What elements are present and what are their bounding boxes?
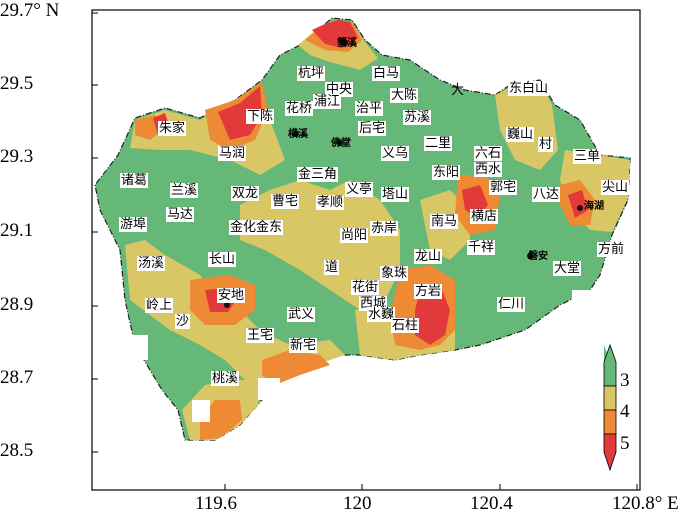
place-label: 浦江: [313, 94, 342, 109]
y-tick-28-9: 28.9: [0, 294, 34, 315]
place-label: 游埠: [119, 217, 148, 232]
place-label: 西水: [474, 162, 503, 177]
small-place-label: 磐安: [528, 251, 548, 262]
place-label: 道: [324, 260, 340, 275]
place-label: 郭宅: [489, 180, 518, 195]
place-label: 六石: [474, 146, 503, 161]
place-label: 诸葛: [120, 173, 149, 188]
place-label: 巍山: [506, 127, 535, 142]
place-label: 金三角: [297, 167, 339, 182]
place-label: 金化金东: [229, 220, 284, 235]
y-tick-29-5: 29.5: [0, 73, 34, 94]
y-tick-29-3: 29.3: [0, 146, 34, 167]
place-label: 中央: [325, 82, 354, 97]
place-label: 仁川: [497, 297, 526, 312]
place-label: 义亭: [345, 182, 374, 197]
plot-frame: [91, 9, 641, 491]
x-tick-120-8: 120.8° E: [612, 493, 679, 514]
place-label: 岭上: [145, 298, 174, 313]
legend-colorbar: [603, 343, 617, 472]
place-label: 塔山: [381, 187, 410, 202]
city-dots: [224, 40, 583, 308]
place-label: 水巍: [367, 307, 396, 322]
y-tick-28-5: 28.5: [0, 440, 34, 461]
place-label: 安地: [217, 288, 246, 303]
legend-label-5: 5: [620, 433, 630, 454]
place-label: 武义: [287, 307, 316, 322]
place-label: 杭坪: [297, 66, 326, 81]
place-label: 白马: [372, 66, 401, 81]
mask-patches: [128, 290, 602, 422]
place-label: 马润: [218, 146, 247, 161]
small-place-label: 海湖: [584, 201, 604, 212]
place-label: 三单: [573, 149, 602, 164]
y-tick-28-7: 28.7: [0, 367, 34, 388]
place-label: 南马: [430, 214, 459, 229]
small-place-label: 佛堂: [331, 138, 351, 149]
place-label: 东阳: [432, 165, 461, 180]
place-label: 下陈: [246, 109, 275, 124]
place-label: 龙山: [414, 249, 443, 264]
place-label: 孝顺: [316, 195, 345, 210]
small-place-label: 横溪: [288, 129, 308, 140]
place-label: 桃溪: [211, 371, 240, 386]
place-label: 沙: [175, 314, 191, 329]
x-tick-120-4: 120.4: [470, 493, 513, 514]
place-label: 八达: [532, 187, 561, 202]
place-label: 王宅: [246, 328, 275, 343]
place-label: 治平: [355, 101, 384, 116]
place-label: 赤岸: [370, 221, 399, 236]
place-label: 长山: [208, 252, 237, 267]
place-label: 新宅: [289, 338, 318, 353]
place-label: 曹宅: [271, 194, 300, 209]
place-label: 兰溪: [170, 183, 199, 198]
place-label: 横店: [470, 209, 499, 224]
x-tick-120: 120: [343, 493, 372, 514]
axis-ticks: [92, 12, 638, 490]
place-label: 村: [538, 137, 554, 152]
place-label: 花街: [351, 280, 380, 295]
place-label: 马达: [166, 207, 195, 222]
place-label: 义乌: [381, 146, 410, 161]
y-tick-29-7: 29.7° N: [0, 0, 60, 21]
place-label: 花桥: [285, 101, 314, 116]
small-place-label: 蟹溪: [337, 38, 357, 49]
place-label: 大堂: [553, 261, 582, 276]
y-tick-29-1: 29.1: [0, 220, 34, 241]
place-label: 大: [451, 83, 465, 98]
place-label: 千祥: [467, 240, 496, 255]
legend-label-4: 4: [620, 401, 630, 422]
place-label: 方岩: [414, 284, 443, 299]
place-label: 苏溪: [403, 110, 432, 125]
place-label: 尖山: [601, 180, 630, 195]
place-label: 朱家: [158, 121, 187, 136]
x-tick-119-6: 119.6: [195, 493, 238, 514]
place-label: 石柱: [391, 318, 420, 333]
place-label: 二里: [424, 136, 453, 151]
zone-level-6: [153, 20, 588, 345]
place-label: 象珠: [380, 266, 409, 281]
place-label: 汤溪: [137, 256, 166, 271]
place-label: 双龙: [231, 186, 260, 201]
place-label: 后宅: [358, 121, 387, 136]
place-label: 方前: [597, 242, 626, 257]
place-label: 尚阳: [340, 228, 369, 243]
legend-label-3: 3: [620, 370, 630, 391]
place-label: 东白山: [508, 81, 550, 96]
place-label: 大陈: [390, 88, 419, 103]
